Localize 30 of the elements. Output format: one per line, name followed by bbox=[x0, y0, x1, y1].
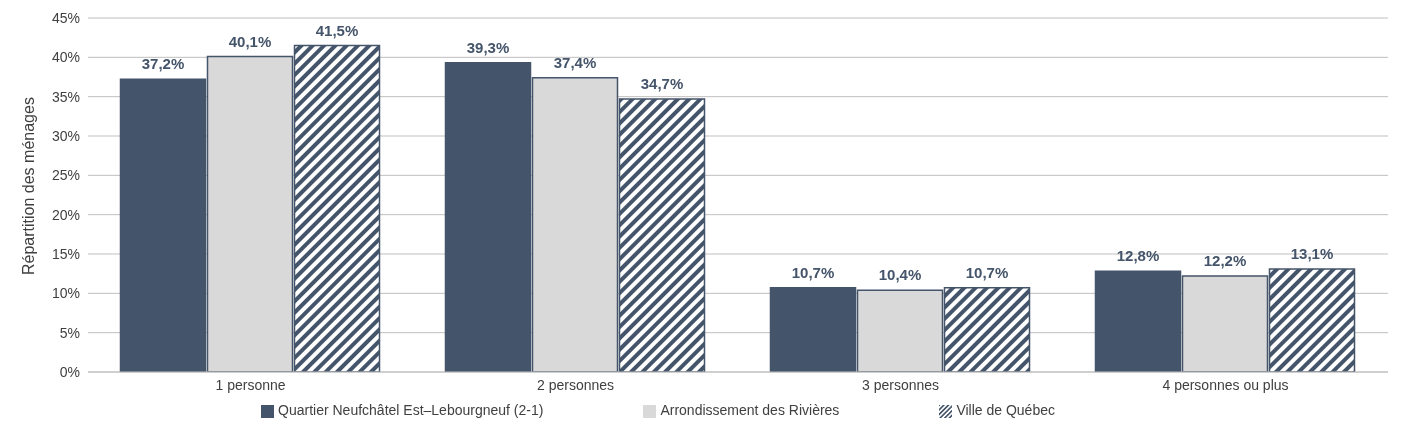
y-tick-label: 40% bbox=[51, 49, 80, 66]
data-label: 10,7% bbox=[791, 263, 835, 281]
data-label: 40,1% bbox=[228, 32, 272, 50]
data-label: 10,7% bbox=[965, 263, 1009, 281]
y-tick-label: 10% bbox=[51, 285, 80, 302]
data-label: 13,1% bbox=[1290, 244, 1334, 262]
data-label: 10,4% bbox=[878, 266, 922, 284]
x-tick-label: 3 personnes bbox=[861, 376, 940, 393]
x-tick-label: 2 personnes bbox=[536, 376, 615, 393]
y-tick-label: 20% bbox=[51, 206, 80, 223]
y-tick-label: 0% bbox=[59, 363, 80, 380]
y-tick-label: 15% bbox=[51, 245, 80, 262]
y-tick-label: 45% bbox=[51, 9, 80, 26]
data-label: 37,2% bbox=[141, 55, 185, 73]
data-label: 12,8% bbox=[1116, 247, 1160, 265]
y-tick-label: 30% bbox=[51, 127, 80, 144]
data-label: 12,2% bbox=[1203, 252, 1247, 270]
legend-label: Ville de Québec bbox=[956, 402, 1055, 418]
data-label: 34,7% bbox=[640, 75, 684, 93]
data-label: 37,4% bbox=[553, 53, 597, 71]
y-tick-label: 25% bbox=[51, 167, 80, 184]
x-tick-label: 1 personne bbox=[215, 376, 286, 393]
legend-label: Arrondissement des Rivières bbox=[660, 402, 840, 418]
y-tick-label: 35% bbox=[51, 88, 80, 105]
data-label: 41,5% bbox=[315, 21, 359, 39]
x-tick-label: 4 personnes ou plus bbox=[1162, 376, 1289, 393]
y-axis-title: Répartition des ménages bbox=[19, 97, 37, 275]
y-tick-label: 5% bbox=[59, 324, 80, 341]
data-label: 39,3% bbox=[466, 38, 510, 56]
legend-label: Quartier Neufchâtel Est–Lebourgneuf (2-1) bbox=[278, 402, 544, 418]
